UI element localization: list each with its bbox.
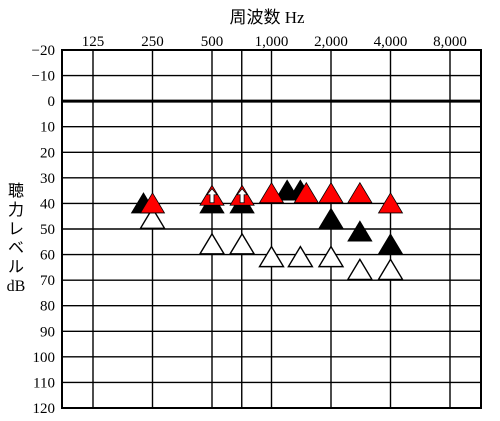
y-tick-label: 80 [40,299,55,315]
y-tick-label: 90 [40,324,55,340]
x-tick-label: 1,000 [255,34,289,50]
open-triangle-marker [258,245,285,268]
filled-red-triangle-marker [258,181,285,204]
open-triangle-marker [287,245,314,268]
x-tick-labels: 125 250 500 1,000 2,000 4,000 8,000 [82,34,467,50]
open-triangle-marker [346,258,374,281]
y-axis-label-part: 力 [8,201,24,219]
filled-red-triangle-marker [347,181,373,204]
y-tick-labels: −20 −10 0 10 20 30 40 50 60 70 80 90 100 110 120 [32,43,55,417]
up-arrow-marker [236,188,248,204]
x-tick-label: 2,000 [314,34,348,50]
filled-red-triangle-marker [139,192,166,214]
y-tick-label: 110 [33,375,55,391]
up-arrow-marker [206,188,218,204]
open-triangle-marker [377,258,404,281]
y-tick-label: 10 [40,120,55,136]
y-tick-label: 120 [33,401,56,417]
filled-red-triangle-marker [377,192,404,214]
y-tick-label: 0 [48,94,56,110]
grid [61,49,482,409]
y-tick-label: 100 [33,350,56,366]
x-tick-label: 250 [141,34,164,50]
x-tick-label: 8,000 [433,34,467,50]
x-tick-label: 500 [201,34,224,50]
filled-black-triangle-marker [318,207,344,229]
y-tick-label: 40 [40,196,55,212]
y-axis-label-part: 聴 [8,182,24,200]
y-axis-label-part: dB [7,278,26,295]
y-tick-label: 30 [40,171,55,187]
open-triangle-marker [317,245,345,268]
open-triangle-marker [139,206,166,229]
chart-title: 周波数 Hz [229,8,305,27]
y-axis-label-part: ベ [8,240,24,257]
y-tick-label: 50 [40,222,55,238]
open-triangle-marker [228,232,256,255]
filled-red-triangle-marker [293,181,320,204]
data-marks [130,179,404,281]
filled-red-triangle-marker [318,181,344,204]
y-axis-label-part: レ [8,221,24,238]
y-tick-label: −10 [32,69,55,85]
x-tick-label: 125 [82,34,105,50]
filled-black-triangle-marker [377,233,404,255]
x-tick-label: 4,000 [374,34,408,50]
y-axis-label-part: ル [8,259,24,276]
y-tick-label: 20 [40,145,55,161]
open-triangle-marker [198,232,226,255]
filled-black-triangle-marker [347,220,373,242]
y-tick-label: 60 [40,248,55,264]
y-tick-label: 70 [40,273,55,289]
y-tick-label: −20 [32,43,55,59]
